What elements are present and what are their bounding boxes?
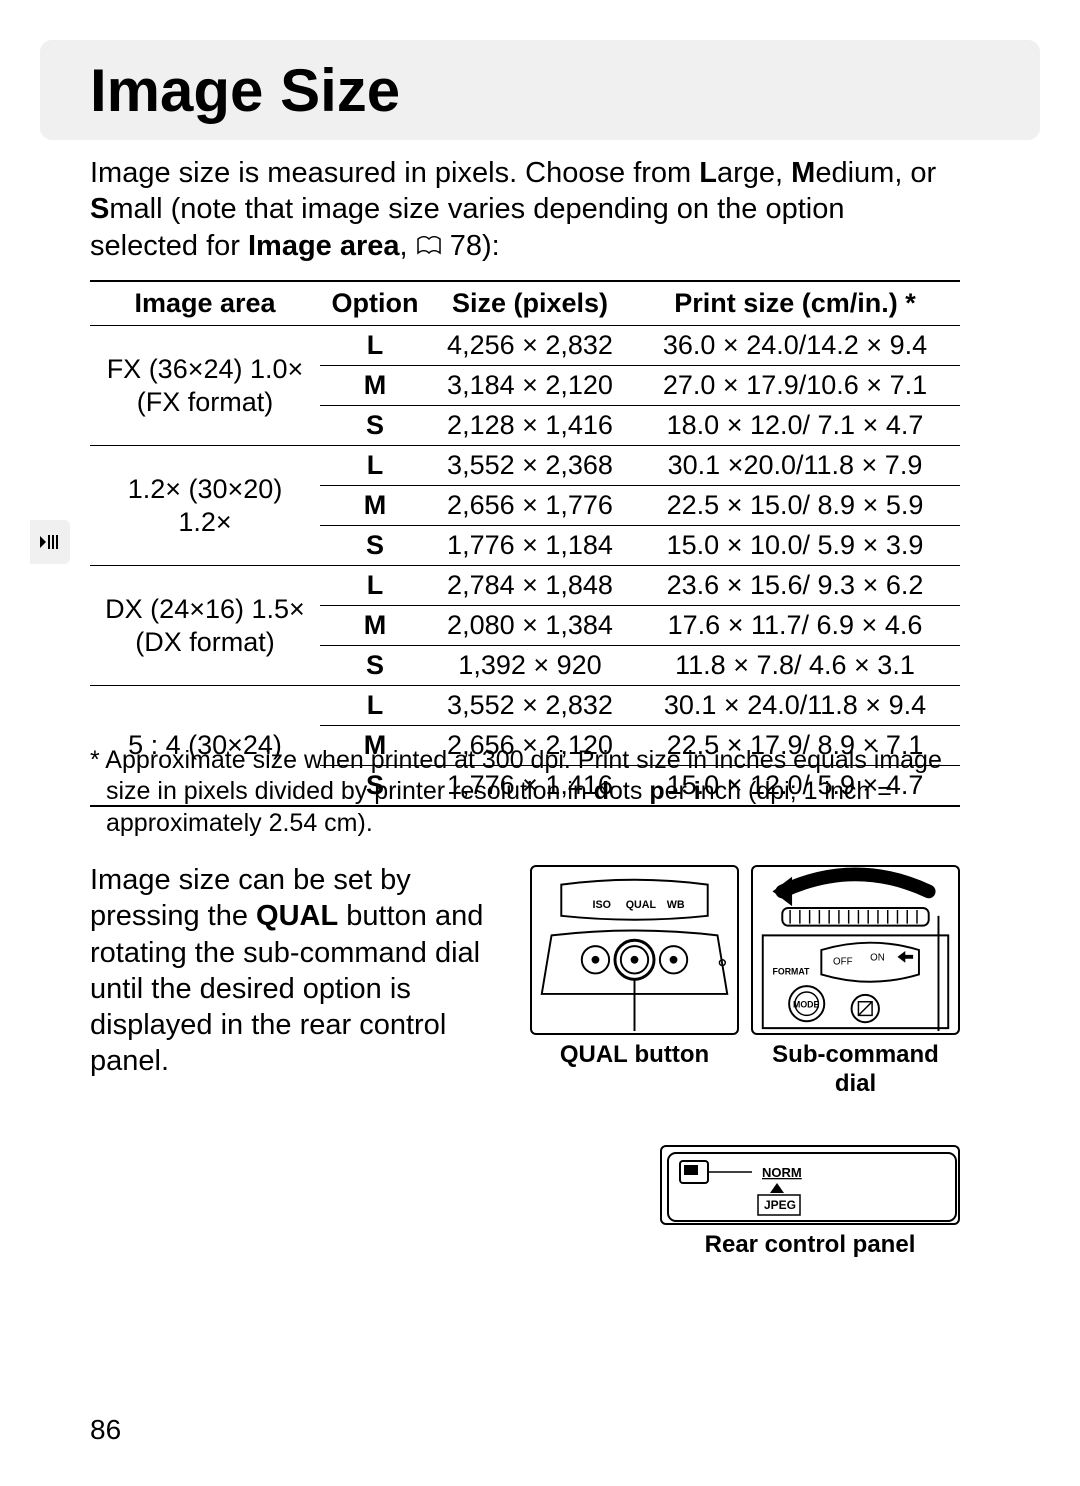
th-size: Size (pixels) (430, 281, 630, 326)
cell-print: 11.8 × 7.8/ 4.6 × 3.1 (630, 646, 960, 686)
format-label: FORMAT (773, 966, 810, 976)
camera-tab-icon (36, 528, 64, 556)
rear-control-panel-caption: Rear control panel (660, 1231, 960, 1259)
usage-paragraph: Image size can be set by pressing the QU… (90, 862, 510, 1080)
table-row: 1.2× (30×20)1.2×L3,552 × 2,36830.1 ×20.0… (90, 446, 960, 486)
cell-print: 36.0 × 24.0/14.2 × 9.4 (630, 326, 960, 366)
cell-print: 17.6 × 11.7/ 6.9 × 4.6 (630, 606, 960, 646)
footnote-text: er (665, 777, 694, 805)
table-footnote: * Approximate size when printed at 300 d… (90, 745, 976, 839)
intro-paragraph: Image size is measured in pixels. Choose… (90, 155, 950, 264)
cell-print: 27.0 × 17.9/10.6 × 7.1 (630, 366, 960, 406)
sub-command-dial-illustration: OFF ON FORMAT MODE (751, 865, 960, 1035)
table-row: 5 : 4 (30×24)L3,552 × 2,83230.1 × 24.0/1… (90, 686, 960, 726)
intro-text: , (400, 230, 416, 262)
qual-button-caption: QUAL button (530, 1041, 739, 1099)
footnote-bold: p (649, 777, 664, 805)
cell-size: 4,256 × 2,832 (430, 326, 630, 366)
jpeg-label: JPEG (764, 1198, 796, 1212)
cell-image-area: FX (36×24) 1.0×(FX format) (90, 326, 320, 446)
cell-size: 3,552 × 2,368 (430, 446, 630, 486)
th-area: Image area (90, 281, 320, 326)
cell-option: L (320, 566, 430, 606)
cell-option: S (320, 646, 430, 686)
intro-bold-M: M (791, 157, 815, 189)
intro-bold-S: S (90, 193, 109, 225)
cell-print: 18.0 × 12.0/ 7.1 × 4.7 (630, 406, 960, 446)
mode-label: MODE (793, 1000, 819, 1010)
th-option: Option (320, 281, 430, 326)
intro-bold-L: L (699, 157, 717, 189)
qual-button-illustration: ISO QUAL WB (530, 865, 739, 1035)
intro-text: edium, or (815, 157, 936, 189)
cell-image-area: 1.2× (30×20)1.2× (90, 446, 320, 566)
cell-option: M (320, 366, 430, 406)
cell-size: 1,776 × 1,184 (430, 526, 630, 566)
cell-print: 23.6 × 15.6/ 9.3 × 6.2 (630, 566, 960, 606)
section-header: Image Size (40, 40, 1040, 140)
intro-ref: 78): (450, 230, 500, 262)
iso-label: ISO (593, 899, 611, 911)
cell-size: 2,128 × 1,416 (430, 406, 630, 446)
cell-option: M (320, 606, 430, 646)
cell-option: L (320, 446, 430, 486)
page-reference-icon (416, 236, 442, 256)
cell-size: 1,392 × 920 (430, 646, 630, 686)
intro-bold-imagearea: Image area (248, 230, 400, 262)
table-header-row: Image area Option Size (pixels) Print si… (90, 281, 960, 326)
cell-option: L (320, 686, 430, 726)
norm-label: NORM (762, 1165, 802, 1180)
sub-command-dial-caption: Sub-command dial (751, 1041, 960, 1099)
wb-label: WB (667, 899, 685, 911)
diagram-area: ISO QUAL WB (530, 865, 960, 1099)
cell-option: L (320, 326, 430, 366)
table-row: FX (36×24) 1.0×(FX format)L4,256 × 2,832… (90, 326, 960, 366)
qual-label: QUAL (626, 899, 657, 911)
image-size-table: Image area Option Size (pixels) Print si… (90, 280, 960, 807)
table-row: DX (24×16) 1.5×(DX format)L2,784 × 1,848… (90, 566, 960, 606)
intro-text: arge, (717, 157, 791, 189)
cell-image-area: DX (24×16) 1.5×(DX format) (90, 566, 320, 686)
cell-size: 2,656 × 1,776 (430, 486, 630, 526)
cell-option: S (320, 406, 430, 446)
cell-size: 3,552 × 2,832 (430, 686, 630, 726)
cell-size: 2,080 × 1,384 (430, 606, 630, 646)
off-label: OFF (833, 957, 853, 968)
on-label: ON (870, 953, 885, 964)
intro-text: Image size is measured in pixels. Choose… (90, 157, 699, 189)
cell-print: 22.5 × 15.0/ 8.9 × 5.9 (630, 486, 960, 526)
footnote-bold: i (694, 777, 701, 805)
page-number: 86 (90, 1414, 121, 1446)
cell-print: 30.1 × 24.0/11.8 × 9.4 (630, 686, 960, 726)
footnote-bold: d (594, 777, 609, 805)
cell-print: 15.0 × 10.0/ 5.9 × 3.9 (630, 526, 960, 566)
footnote-text: ots (609, 777, 649, 805)
cell-size: 3,184 × 2,120 (430, 366, 630, 406)
side-tab-icon (30, 520, 70, 564)
section-title: Image Size (90, 56, 400, 125)
qual-caption-word: button (635, 1041, 710, 1068)
rear-panel-area: NORM JPEG Rear control panel (660, 1145, 960, 1259)
cell-option: S (320, 526, 430, 566)
cell-option: M (320, 486, 430, 526)
cell-print: 30.1 ×20.0/11.8 × 7.9 (630, 446, 960, 486)
rear-control-panel-illustration: NORM JPEG (660, 1145, 960, 1225)
cell-size: 2,784 × 1,848 (430, 566, 630, 606)
qual-caption-bold: QUAL (560, 1041, 628, 1068)
para2-qual-bold: QUAL (256, 900, 338, 932)
th-print: Print size (cm/in.) * (630, 281, 960, 326)
